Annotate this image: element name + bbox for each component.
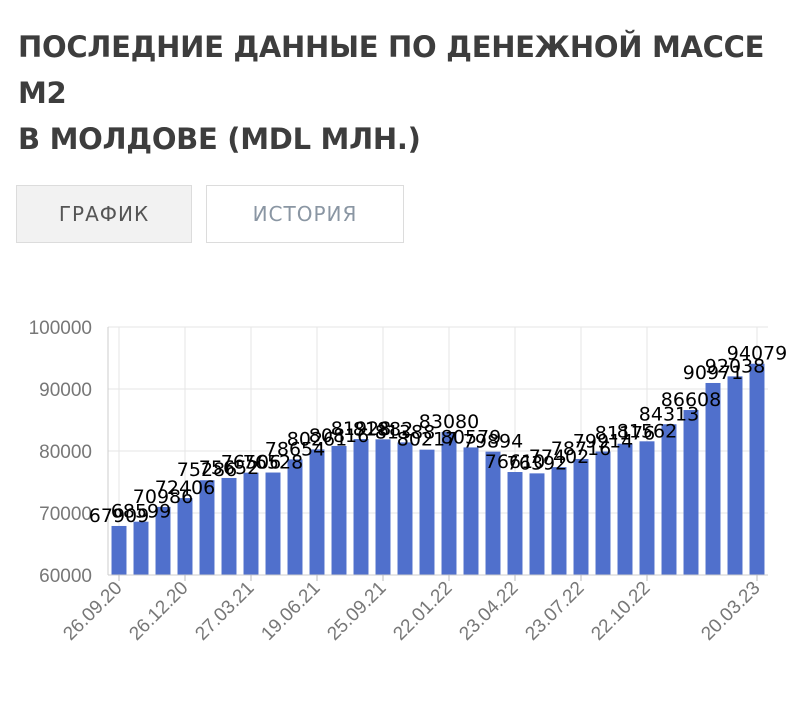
bar [309, 449, 325, 575]
data-label: 80217 [397, 429, 457, 451]
data-label: 90971 [683, 362, 743, 384]
data-label: 84313 [639, 403, 699, 425]
data-label: 78654 [265, 438, 325, 460]
y-tick-label: 90000 [39, 380, 92, 401]
y-tick-label: 70000 [39, 504, 92, 525]
bar [111, 525, 127, 575]
bar [727, 376, 743, 575]
data-label: 76610 [485, 451, 545, 473]
data-label: 92038 [705, 355, 765, 377]
bar [485, 451, 501, 575]
data-label: 76528 [243, 452, 303, 474]
bar [177, 498, 193, 575]
chart-title-line1: ПОСЛЕДНИЕ ДАННЫЕ ПО ДЕНЕЖНОЙ МАССЕ M2 [18, 30, 765, 110]
data-label: 81928 [331, 418, 391, 440]
bar [265, 472, 281, 575]
tab-chart[interactable]: ГРАФИК [16, 185, 192, 243]
data-label: 77402 [529, 446, 589, 468]
x-tick-label: 25.09.21 [323, 578, 390, 645]
bar [661, 424, 677, 575]
data-label: 67909 [89, 505, 149, 527]
bar [419, 449, 435, 575]
tab-history-label: ИСТОРИЯ [252, 202, 358, 226]
y-tick-label: 80000 [39, 442, 92, 463]
data-label: 83080 [419, 411, 479, 433]
bar [529, 473, 545, 575]
bars [111, 363, 765, 575]
bar [199, 480, 215, 575]
y-tick-label: 60000 [39, 566, 92, 587]
bar [243, 472, 259, 575]
data-label: 75286 [177, 459, 237, 481]
x-tick-label: 22.01.22 [389, 578, 456, 645]
bar [551, 467, 567, 575]
bar [353, 439, 369, 575]
x-tick-label: 27.03.21 [191, 578, 258, 645]
bar [331, 445, 347, 575]
data-labels: 6790968599709867240675286756527650676528… [89, 343, 787, 527]
x-tick-label: 20.03.23 [697, 578, 764, 645]
data-label: 80261 [287, 428, 347, 450]
data-label: 80816 [309, 425, 369, 447]
tab-history[interactable]: ИСТОРИЯ [206, 185, 404, 243]
bar [221, 477, 237, 575]
x-tick-label: 26.12.20 [125, 578, 192, 645]
data-label: 79914 [573, 431, 633, 453]
bar [595, 451, 611, 575]
data-label: 68599 [111, 501, 171, 523]
data-label: 79894 [463, 431, 523, 453]
bar-chart: 60000 70000 80000 90000 100000 26.09.2026.12.… [29, 318, 788, 645]
data-label: 80579 [441, 426, 501, 448]
bar [133, 521, 149, 575]
bar [463, 447, 479, 575]
bar [397, 442, 413, 575]
y-tick-label: 100000 [29, 318, 92, 339]
data-label: 72406 [155, 477, 215, 499]
bar [287, 459, 303, 575]
bar [749, 363, 765, 575]
x-tick-label: 23.04.22 [455, 578, 522, 645]
chart-title-line2: В МОЛДОВЕ (MDL МЛН.) [18, 122, 421, 156]
bar [375, 439, 391, 575]
data-label: 75652 [199, 457, 259, 479]
data-label: 76506 [221, 452, 281, 474]
data-label: 78716 [551, 438, 611, 460]
x-tick-label: 22.10.22 [587, 578, 654, 645]
bar [617, 443, 633, 575]
bar [705, 382, 721, 575]
bar [441, 431, 457, 575]
x-tick-label: 26.09.20 [59, 578, 126, 645]
tab-chart-label: ГРАФИК [58, 202, 150, 226]
data-label: 76392 [507, 452, 567, 474]
data-label: 81388 [375, 421, 435, 443]
data-label: 81176 [595, 423, 655, 445]
data-label: 81562 [617, 420, 677, 442]
bar [683, 410, 699, 575]
bar [507, 472, 523, 575]
data-label: 86608 [661, 389, 721, 411]
bar [155, 506, 171, 575]
bar [639, 441, 655, 575]
x-tick-label: 19.06.21 [257, 578, 324, 645]
data-label: 81882 [353, 418, 413, 440]
data-label: 94079 [727, 343, 787, 365]
bar [573, 458, 589, 575]
data-label: 70986 [133, 486, 193, 508]
chart-title: ПОСЛЕДНИЕ ДАННЫЕ ПО ДЕНЕЖНОЙ МАССЕ M2 В … [18, 24, 788, 162]
x-tick-label: 23.07.22 [521, 578, 588, 645]
